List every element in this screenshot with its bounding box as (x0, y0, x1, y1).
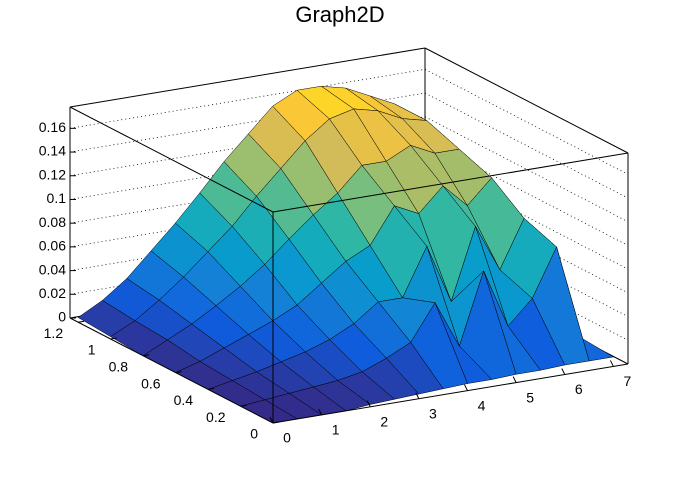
tick-mark (318, 408, 323, 416)
z-tick-label: 0.02 (39, 285, 66, 301)
z-tick-label: 0.12 (39, 166, 66, 182)
grid-line (69, 92, 629, 199)
box-edge (424, 47, 629, 154)
tick-mark (269, 416, 274, 424)
x-tick-label: 5 (526, 389, 534, 405)
grid-line (69, 187, 629, 294)
tick-mark (78, 320, 85, 323)
x-tick-label: 6 (575, 381, 583, 397)
tick-mark (366, 400, 371, 408)
x-tick-label: 4 (478, 397, 486, 413)
x-tick-label: 3 (429, 405, 437, 421)
z-tick-label: 0.16 (39, 119, 66, 135)
y-tick-label: 0 (250, 426, 258, 442)
x-tick-label: 0 (283, 430, 291, 446)
tick-mark (512, 376, 517, 383)
z-tick-label: 0 (58, 309, 66, 325)
x-tick-label: 2 (380, 414, 388, 430)
y-axis (69, 317, 274, 424)
box-edge (69, 47, 426, 108)
grid-line (69, 163, 629, 270)
tick-mark (561, 368, 566, 375)
tick-mark (142, 354, 150, 357)
y-tick-label: 0.8 (109, 359, 129, 375)
z-tick-label: 0.1 (47, 190, 67, 206)
tick-mark (240, 404, 247, 407)
tick-mark (175, 371, 182, 374)
x-tick-label: 1 (332, 422, 340, 438)
grid-line (69, 140, 629, 246)
y-tick-label: 0.4 (174, 392, 194, 408)
tick-mark (272, 421, 280, 424)
y-tick-label: 0.6 (141, 375, 161, 391)
tick-mark (110, 337, 117, 340)
grid-line (69, 68, 629, 175)
z-tick-label: 0.08 (39, 214, 66, 230)
box-edge (69, 106, 274, 213)
z-tick-label: 0.06 (39, 238, 66, 254)
y-tick-label: 0.2 (206, 409, 226, 425)
z-tick-label: 0.04 (39, 261, 66, 277)
z-tick-label: 0.14 (39, 143, 66, 159)
grid-line (69, 116, 629, 223)
chart-title: Graph2D (295, 2, 384, 27)
tick-mark (415, 392, 420, 399)
box-edge (272, 152, 629, 213)
y-tick-label: 1.2 (44, 325, 64, 341)
x-axis (272, 363, 629, 424)
tick-mark (464, 384, 468, 391)
x-tick-label: 7 (624, 373, 632, 389)
tick-mark (207, 387, 215, 390)
y-tick-label: 1 (88, 342, 96, 358)
tick-mark (609, 360, 614, 367)
